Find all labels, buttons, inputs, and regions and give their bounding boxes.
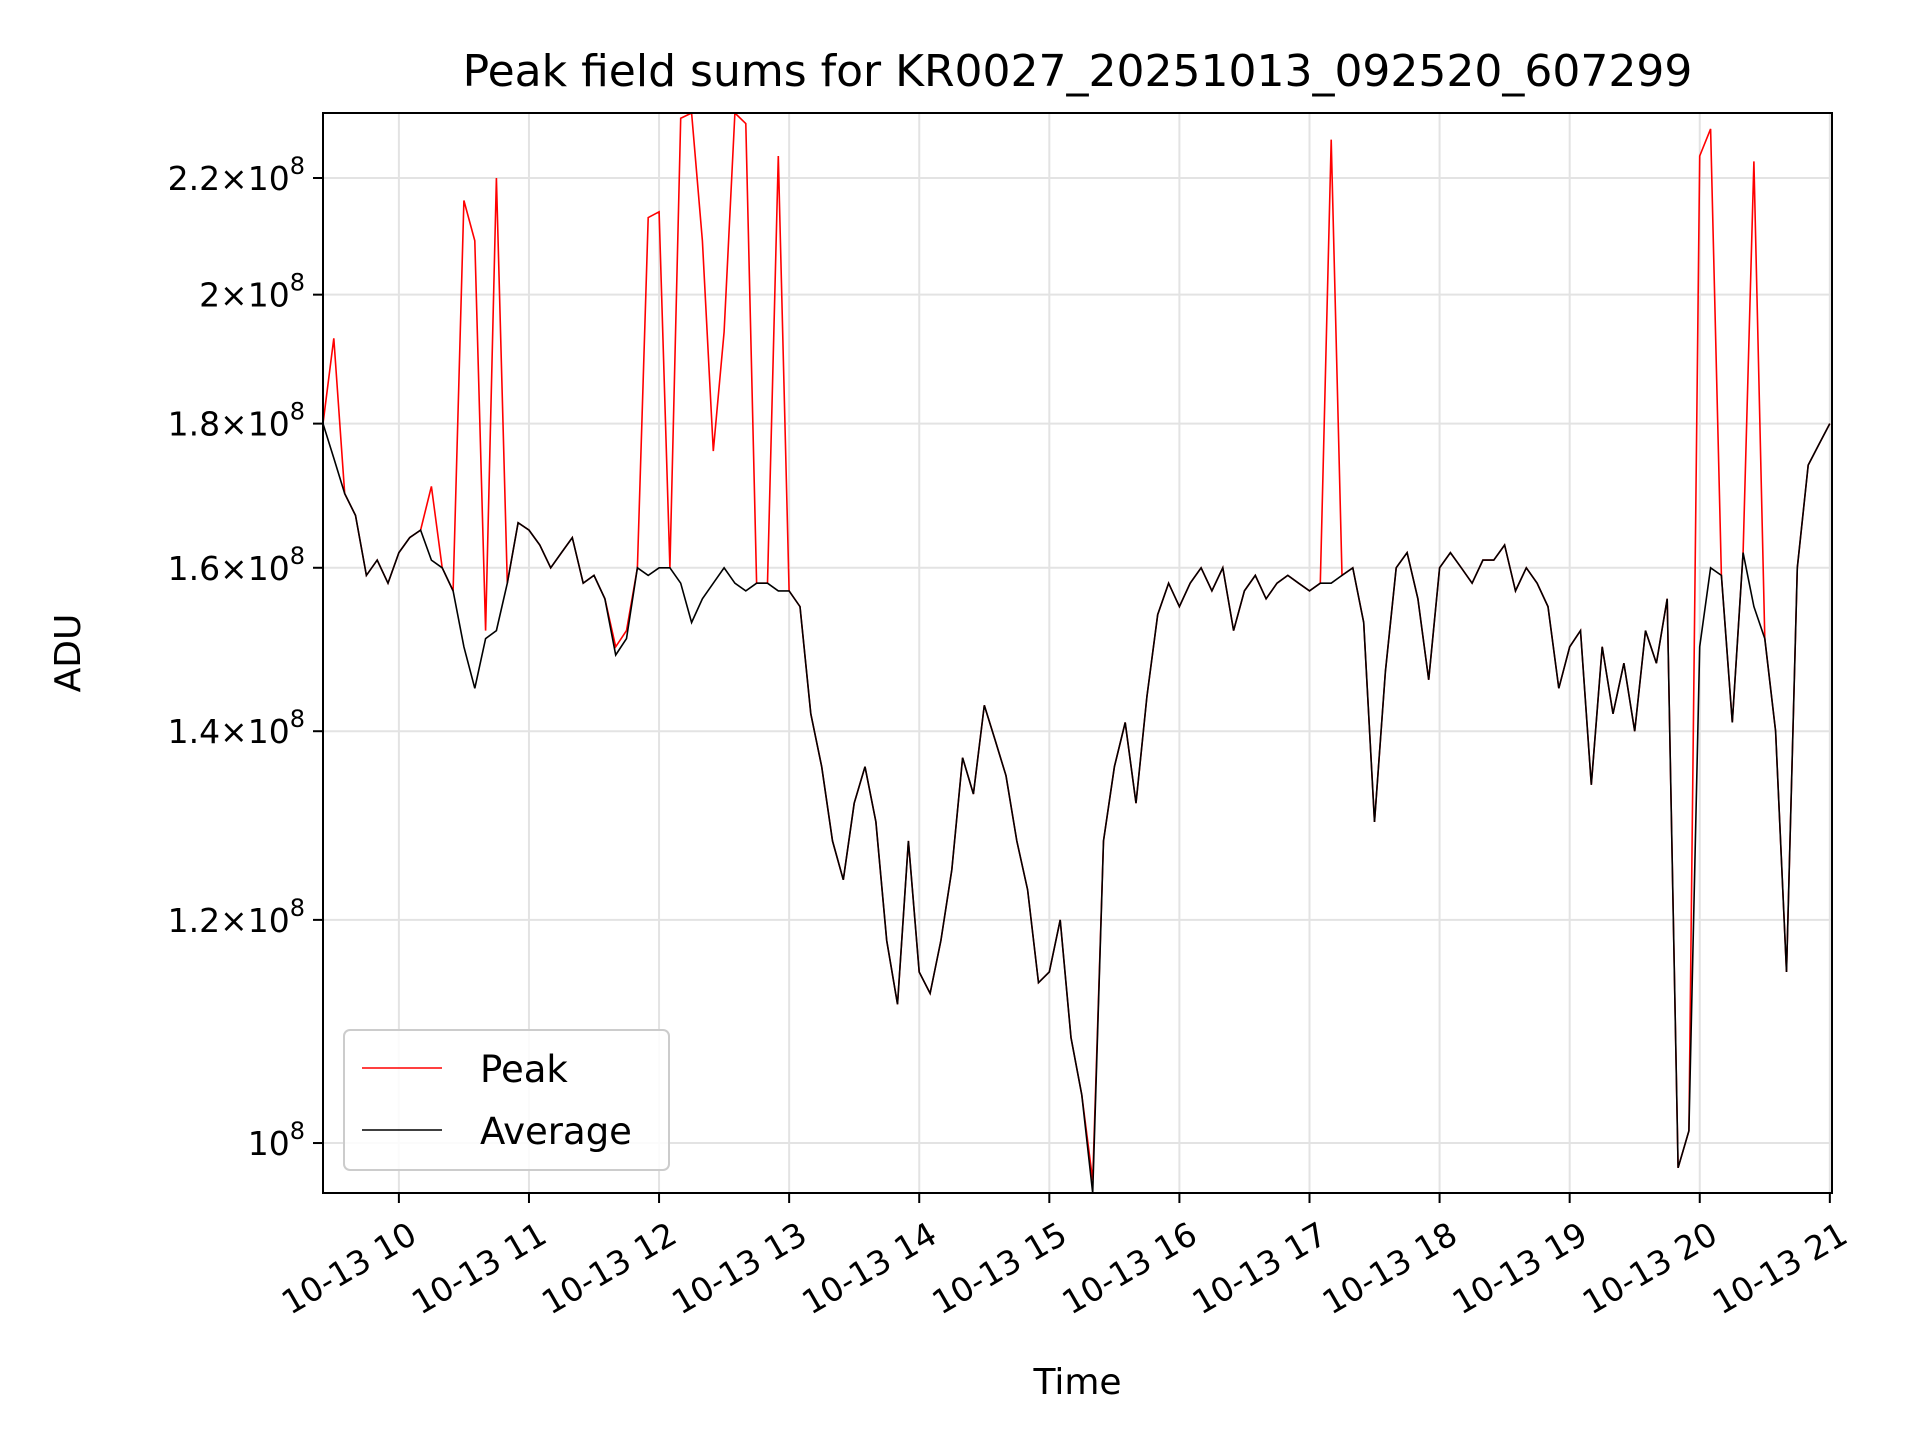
y-tick-exponent: 8: [290, 398, 305, 426]
y-tick-exponent: 8: [290, 152, 305, 180]
y-tick-exponent: 8: [290, 705, 305, 733]
y-tick-base: 10: [248, 901, 290, 940]
y-axis-label: ADU: [48, 614, 89, 693]
y-tick-exponent: 8: [290, 269, 305, 297]
y-tick-label: 1.6×108: [168, 542, 305, 588]
y-tick-mantissa: 1.4×: [168, 712, 248, 751]
y-axis-ticks: 1081.2×1081.4×1081.6×1081.8×1082×1082.2×…: [168, 152, 323, 1163]
y-tick-mantissa: 2×: [199, 276, 248, 315]
legend-box: [343, 1029, 670, 1171]
y-tick-label: 1.4×108: [168, 705, 305, 751]
plot-series: [323, 113, 1831, 1193]
y-tick-mantissa: 1.2×: [168, 901, 248, 940]
y-tick-base: 10: [248, 405, 290, 444]
legend-label-average: Average: [480, 1110, 632, 1153]
plot-frame: [322, 112, 1833, 1194]
y-tick-exponent: 8: [290, 894, 305, 922]
y-tick-exponent: 8: [290, 1117, 305, 1145]
x-axis-label: Time: [1032, 1362, 1121, 1403]
y-tick-label: 1.8×108: [168, 398, 305, 444]
y-tick-base: 10: [248, 1124, 290, 1163]
y-tick-label: 2.2×108: [168, 152, 305, 198]
y-tick-mantissa: 1.6×: [168, 549, 248, 588]
y-tick-label: 108: [248, 1117, 305, 1163]
legend: Peak Average: [343, 1029, 670, 1171]
chart-title: Peak field sums for KR0027_20251013_0925…: [463, 46, 1693, 97]
y-tick-base: 10: [248, 712, 290, 751]
y-tick-mantissa: 2.2×: [168, 159, 248, 198]
y-tick-label: 1.2×108: [168, 894, 305, 940]
y-tick-label: 2×108: [199, 269, 305, 315]
y-tick-exponent: 8: [290, 542, 305, 570]
series-line-average: [323, 423, 1831, 1193]
y-tick-base: 10: [248, 276, 290, 315]
y-tick-mantissa: 1.8×: [168, 405, 248, 444]
y-tick-base: 10: [248, 549, 290, 588]
y-tick-base: 10: [248, 159, 290, 198]
legend-label-peak: Peak: [480, 1048, 568, 1091]
